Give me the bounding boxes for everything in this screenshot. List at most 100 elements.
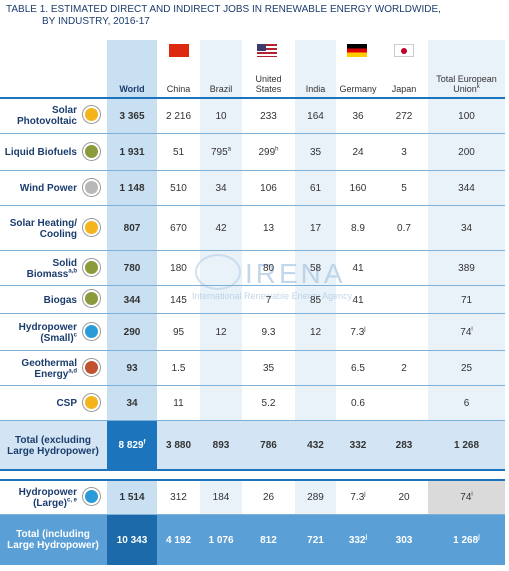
text: 1 268	[453, 534, 479, 546]
industry-icon	[83, 142, 100, 160]
industry-icon	[83, 358, 100, 376]
data-cell: 100	[458, 110, 475, 122]
data-cell: 8 829f	[107, 421, 157, 470]
row-separator	[0, 285, 505, 286]
eu-large-hydro	[428, 480, 505, 515]
watermark-subtitle: International Renewable Energy Agency	[192, 291, 353, 301]
total-row-bg	[0, 515, 505, 565]
data-cell: 34	[460, 223, 473, 234]
world-column	[107, 480, 157, 515]
row-label: CSP	[56, 398, 77, 409]
world-total	[107, 515, 157, 565]
data-cell	[200, 351, 242, 386]
column-shade	[295, 480, 336, 515]
watermark-globe	[195, 254, 241, 290]
table-top	[0, 479, 505, 481]
data-cell: 25	[460, 363, 473, 374]
data-cell: 721	[307, 534, 324, 546]
data-cell: 272	[395, 110, 413, 122]
world-column	[107, 40, 157, 470]
data-cell: 312	[170, 492, 187, 503]
data-cell: 41	[352, 294, 364, 306]
data-cell: 893	[212, 440, 230, 451]
data-cell: 164	[307, 110, 324, 122]
data-cell: 795a	[200, 134, 242, 171]
data-cell: 74i	[428, 480, 505, 515]
data-cell: 3 365	[119, 110, 145, 122]
row-label: Solar Heating/ Cooling	[9, 217, 77, 240]
data-cell: 160	[349, 183, 367, 194]
data-cell: 74i	[428, 314, 505, 351]
row-label: Liquid Biofuels	[4, 147, 77, 158]
data-cell: 80	[262, 263, 275, 274]
row-separator	[0, 385, 505, 386]
data-cell: 36	[352, 110, 364, 122]
row-label: Total (excluding Large Hydropower)	[7, 434, 99, 457]
data-cell: 11	[173, 398, 184, 409]
row-separator	[0, 205, 505, 206]
data-cell: 303	[395, 534, 413, 546]
column-header: India	[305, 84, 326, 94]
data-cell: 510	[170, 183, 187, 194]
data-cell: 6	[463, 398, 470, 409]
data-cell: 10 343	[116, 534, 148, 546]
data-cell: 812	[260, 534, 277, 546]
data-cell: 332j	[336, 515, 380, 565]
text: 74	[460, 492, 472, 503]
row-separator	[0, 420, 505, 421]
data-cell	[295, 351, 336, 386]
data-cell: 1 514	[119, 492, 145, 503]
data-cell: 12	[309, 327, 322, 338]
data-cell: 34	[126, 398, 138, 409]
data-cell: 145	[170, 294, 187, 306]
data-cell: 290	[123, 327, 141, 338]
data-cell	[200, 251, 242, 286]
data-cell: 93	[126, 363, 138, 374]
industry-icon	[83, 487, 100, 505]
data-cell: 8.9	[351, 223, 365, 234]
column-header: Japan	[391, 84, 417, 94]
data-cell: 85	[309, 294, 322, 306]
text: 299	[258, 147, 276, 158]
data-cell: 1 931	[119, 147, 145, 158]
text: 7.3	[350, 327, 365, 338]
industry-icon	[83, 218, 100, 236]
data-cell	[380, 251, 428, 286]
column-shade	[200, 480, 242, 515]
data-cell: 2 216	[165, 110, 192, 122]
row-label: Biogas	[43, 294, 77, 306]
text: 8 829	[118, 440, 144, 451]
data-cell: 10	[215, 110, 227, 122]
column-shade	[295, 40, 336, 421]
text: 795	[210, 147, 228, 158]
footnote-mark: a,d	[68, 368, 77, 375]
industry-icon	[83, 258, 100, 276]
column-header: Total European Unionk	[428, 40, 505, 98]
title-line: TABLE 1. ESTIMATED DIRECT AND INDIRECT J…	[6, 4, 441, 15]
data-cell: 9.3	[261, 327, 276, 338]
data-cell: 1 148	[119, 183, 145, 194]
data-cell: 180	[170, 263, 187, 274]
column-header: United States	[255, 74, 282, 94]
data-cell: 389	[458, 263, 475, 274]
footnote-mark: j	[364, 326, 366, 333]
data-cell: 17	[309, 223, 322, 234]
footnote-mark: a,b	[68, 268, 77, 275]
text: 74	[460, 327, 472, 338]
column-header: Germany	[339, 84, 377, 94]
industry-icon	[83, 106, 100, 123]
row-label: Total (including Large Hydropower)	[7, 529, 99, 551]
row-label: Solid Biomassa,b	[0, 251, 80, 286]
footnote-mark: a	[227, 146, 232, 153]
column-shade	[428, 40, 505, 421]
data-cell: 7.3j	[336, 480, 380, 515]
text: Hydropower (Large)	[18, 486, 77, 509]
column-header: World	[119, 84, 145, 94]
data-cell: 51	[172, 147, 185, 158]
data-cell: 2	[401, 363, 407, 374]
data-cell: 332	[349, 440, 367, 451]
row-label: Geothermal Energya,d	[0, 351, 80, 386]
industry-icon	[83, 178, 100, 196]
column-header: Brazil	[209, 84, 233, 94]
total-row-bg	[0, 421, 505, 470]
